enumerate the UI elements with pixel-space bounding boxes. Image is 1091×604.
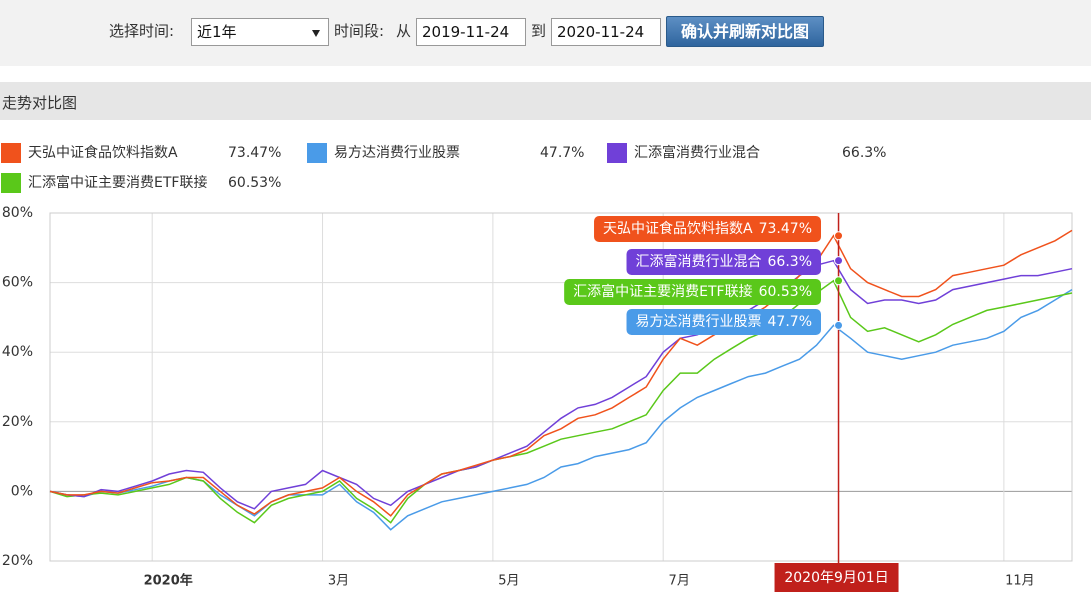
tooltip-text: 汇添富中证主要消费ETF联接 60.53% xyxy=(573,283,812,300)
legend-value: 73.47% xyxy=(228,145,281,161)
y-tick-label: 20% xyxy=(2,414,33,430)
tooltip: 汇添富消费行业混合 66.3% xyxy=(626,249,821,275)
y-tick-label: 40% xyxy=(2,344,33,360)
to-date-input[interactable]: 2020-11-24 xyxy=(551,18,661,46)
range-select[interactable]: 近1年 xyxy=(191,18,329,46)
legend-label: 天弘中证食品饮料指数A xyxy=(28,144,178,161)
y-tick-label: 0% xyxy=(11,483,33,499)
tooltip-name: 汇添富消费行业混合 xyxy=(636,253,762,270)
tooltip-bg xyxy=(626,249,821,275)
from-date-input[interactable]: 2019-11-24 xyxy=(416,18,526,46)
from-label: 从 xyxy=(396,22,412,40)
legend-value: 60.53% xyxy=(228,175,281,191)
x-tick-label: 7月 xyxy=(669,574,690,589)
series-line xyxy=(49,279,1073,524)
tooltip-value: 47.7% xyxy=(768,314,812,330)
x-tick-label: 2020年 xyxy=(144,573,193,589)
x-tick-label: 3月 xyxy=(328,574,349,589)
tooltip-text: 天弘中证食品饮料指数A 73.47% xyxy=(603,220,812,237)
tooltip-value: 66.3% xyxy=(768,254,812,270)
tooltip-name: 易方达消费行业股票 xyxy=(636,314,762,330)
crosshair-label: 2020年9月01日 xyxy=(784,570,888,586)
legend-value: 66.3% xyxy=(842,145,886,161)
legend-label: 汇添富中证主要消费ETF联接 xyxy=(28,174,207,191)
y-tick-label: 60% xyxy=(2,275,33,291)
tooltip-bg xyxy=(564,279,821,305)
legend-label: 易方达消费行业股票 xyxy=(334,145,460,161)
tooltip-name: 汇添富中证主要消费ETF联接 xyxy=(573,283,752,300)
section-header: 走势对比图 xyxy=(0,82,1091,120)
tooltip-text: 汇添富消费行业混合 66.3% xyxy=(636,253,812,270)
tooltip-bg xyxy=(626,309,821,335)
y-tick-label: 80% xyxy=(2,205,33,221)
series-line xyxy=(49,288,1073,531)
tooltip-name: 天弘中证食品饮料指数A xyxy=(603,220,753,237)
tooltip-bg xyxy=(594,216,821,242)
crosshair-label-bg xyxy=(774,563,899,592)
legend-label: 汇添富消费行业混合 xyxy=(634,144,760,161)
select-arrow xyxy=(312,30,320,37)
toolbar: 选择时间: 近1年 时间段: 从 2019-11-24 到 2020-11-24… xyxy=(0,0,1091,66)
y-tick-label: 20% xyxy=(2,553,33,569)
hover-dot xyxy=(834,320,844,330)
series-line xyxy=(49,259,1073,510)
range-select-text: 近1年 xyxy=(197,23,237,41)
hover-dot xyxy=(834,276,844,286)
x-tick-label: 5月 xyxy=(498,574,519,589)
series-line xyxy=(49,229,1073,517)
tooltip-value: 73.47% xyxy=(759,221,812,237)
legend-swatch xyxy=(307,143,327,163)
tooltip: 汇添富中证主要消费ETF联接 60.53% xyxy=(564,279,821,305)
legend-value: 47.7% xyxy=(540,145,584,161)
tooltip-text: 易方达消费行业股票 47.7% xyxy=(636,314,812,330)
tooltip-value: 60.53% xyxy=(759,284,812,300)
hover-dot xyxy=(834,231,844,241)
tooltip: 易方达消费行业股票 47.7% xyxy=(626,309,821,335)
plot-border xyxy=(49,212,1073,562)
time-label: 选择时间: xyxy=(109,22,175,40)
period-label: 时间段: xyxy=(334,22,385,40)
hover-dot xyxy=(834,256,844,266)
to-label: 到 xyxy=(531,22,547,40)
refresh-button[interactable]: 确认并刷新对比图 xyxy=(666,16,824,47)
x-tick-label: 11月 xyxy=(1005,574,1035,589)
legend-swatch xyxy=(1,143,21,163)
legend-swatch xyxy=(607,143,627,163)
section-title: 走势对比图 xyxy=(2,94,78,112)
tooltip: 天弘中证食品饮料指数A 73.47% xyxy=(594,216,821,242)
legend-swatch xyxy=(1,173,21,193)
